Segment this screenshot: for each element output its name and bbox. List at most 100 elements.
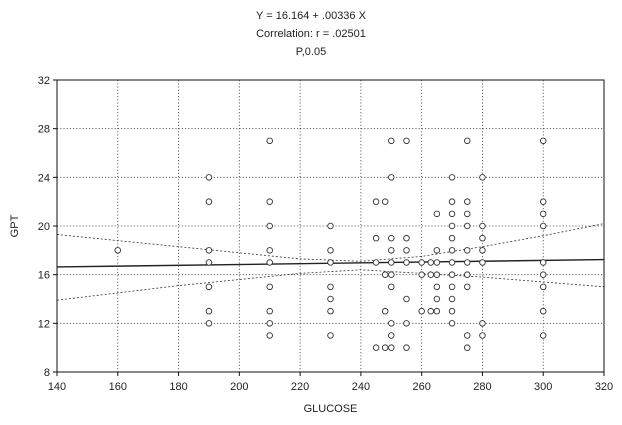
data-point	[433, 295, 441, 303]
data-point	[388, 344, 395, 351]
chart-title-line: P,0.05	[296, 46, 326, 58]
data-point	[205, 259, 213, 266]
data-point	[388, 259, 395, 266]
data-point	[433, 271, 441, 278]
data-point	[539, 222, 547, 230]
data-point	[403, 234, 410, 242]
data-point	[381, 198, 389, 205]
data-point	[266, 320, 273, 327]
data-point	[539, 198, 547, 205]
data-point	[403, 137, 410, 145]
data-point	[448, 247, 456, 254]
y-tick-label: 32	[38, 75, 50, 87]
x-tick-label: 280	[473, 381, 491, 393]
data-point	[114, 247, 122, 254]
data-point	[205, 247, 213, 254]
data-point	[327, 283, 334, 291]
data-point	[464, 198, 471, 205]
x-tick-label: 220	[291, 381, 309, 393]
data-point	[327, 307, 334, 315]
data-point	[205, 174, 213, 181]
data-point	[388, 174, 395, 181]
data-point	[381, 307, 389, 315]
data-point	[266, 198, 273, 205]
data-point	[479, 259, 486, 266]
data-point	[418, 307, 425, 315]
confidence-band	[56, 223, 605, 301]
data-point	[464, 137, 471, 145]
y-tick-label: 12	[38, 318, 50, 330]
data-point	[479, 320, 486, 327]
y-axis-label: GPT	[9, 214, 21, 237]
x-tick-label: 320	[595, 381, 613, 393]
data-point	[266, 259, 273, 266]
data-point	[381, 344, 389, 351]
data-point	[372, 198, 380, 205]
data-point	[539, 210, 547, 218]
data-point	[418, 259, 425, 266]
y-axis-ticks: 8 12 16 20 24 28 32	[38, 75, 57, 379]
chart-title-block: Y = 16.164 + .00336 X Correlation: r = .0…	[256, 10, 367, 58]
data-point	[388, 234, 395, 242]
data-point	[479, 234, 486, 242]
data-point	[448, 259, 456, 266]
data-point	[388, 271, 395, 278]
data-point	[433, 247, 441, 254]
data-point	[539, 283, 547, 291]
data-point	[539, 271, 547, 278]
data-point	[539, 259, 547, 266]
data-point	[266, 307, 273, 315]
data-point	[327, 259, 334, 266]
data-point	[372, 259, 380, 266]
data-point	[479, 222, 486, 230]
data-point	[266, 137, 273, 145]
data-point	[388, 283, 395, 291]
data-point	[479, 247, 486, 254]
data-point	[448, 320, 456, 327]
data-point	[266, 283, 273, 291]
y-tick-label: 24	[38, 172, 50, 184]
data-point	[433, 259, 441, 266]
data-point	[327, 222, 334, 230]
data-point	[433, 283, 441, 291]
data-point	[205, 283, 213, 291]
data-point	[427, 307, 435, 315]
data-point	[448, 222, 456, 230]
data-point	[479, 174, 486, 181]
data-point	[266, 247, 273, 254]
data-point	[403, 344, 410, 351]
data-point	[448, 283, 456, 291]
data-point	[403, 320, 410, 327]
data-point	[327, 247, 334, 254]
x-axis-ticks: 140 160 180 200 220 240 260 280 300 320	[48, 372, 613, 393]
data-point	[372, 234, 380, 242]
y-tick-label: 20	[38, 221, 50, 233]
data-point	[205, 320, 213, 327]
x-tick-label: 200	[230, 381, 248, 393]
data-points	[114, 137, 547, 351]
chart-title-line: Y = 16.164 + .00336 X	[256, 10, 367, 22]
data-point	[464, 259, 471, 266]
x-tick-label: 300	[534, 381, 552, 393]
confidence-band-lower	[56, 269, 605, 301]
data-point	[448, 198, 456, 205]
data-point	[464, 222, 471, 230]
y-tick-label: 16	[38, 270, 50, 282]
data-point	[479, 332, 486, 339]
data-point	[388, 332, 395, 339]
data-point	[433, 210, 441, 218]
y-tick-label: 28	[38, 124, 50, 136]
data-point	[539, 307, 547, 315]
data-point	[205, 198, 213, 205]
data-point	[403, 259, 410, 266]
data-point	[464, 271, 471, 278]
data-point	[266, 222, 273, 230]
data-point	[418, 271, 425, 278]
data-point	[372, 344, 380, 351]
data-point	[464, 332, 471, 339]
data-point	[448, 307, 456, 315]
data-point	[403, 247, 410, 254]
data-point	[464, 247, 471, 254]
